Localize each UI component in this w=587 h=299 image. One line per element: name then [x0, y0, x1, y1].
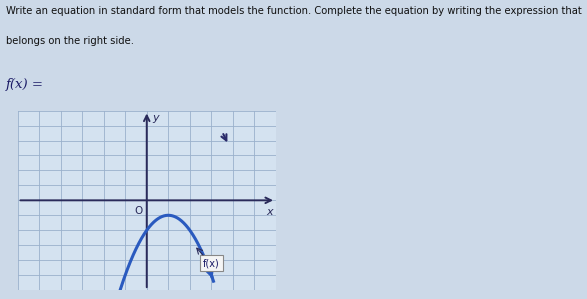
Text: f(x) =: f(x) = — [6, 78, 44, 91]
Text: O: O — [134, 206, 142, 216]
Text: y: y — [152, 113, 158, 123]
Text: Write an equation in standard form that models the function. Complete the equati: Write an equation in standard form that … — [6, 6, 582, 16]
Text: x: x — [266, 207, 273, 217]
Text: belongs on the right side.: belongs on the right side. — [6, 36, 134, 46]
Text: f(x): f(x) — [203, 258, 220, 268]
